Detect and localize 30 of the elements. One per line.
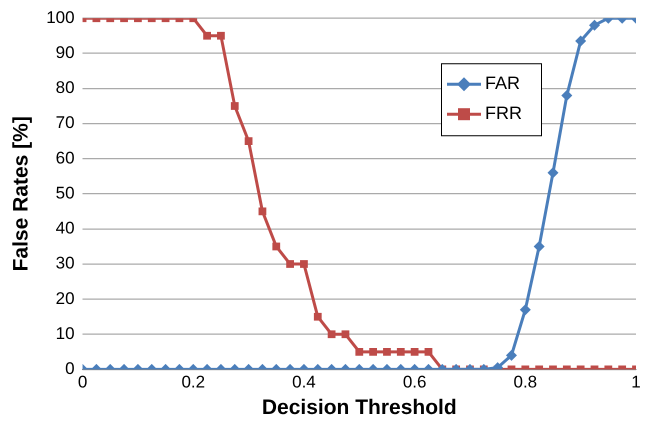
point (547, 167, 558, 178)
point (272, 242, 280, 250)
point (534, 240, 545, 252)
y-tick-label: 90 (56, 43, 75, 62)
y-tick-label: 100 (46, 8, 75, 27)
legend-label: FRR (485, 103, 522, 124)
x-tick-label: 0.6 (402, 372, 426, 392)
y-tick-label: 0 (65, 359, 75, 378)
point (561, 90, 572, 101)
x-tick-label: 0 (78, 372, 88, 392)
point (230, 102, 239, 110)
legend-label: FAR (485, 73, 520, 94)
point (244, 137, 252, 146)
y-tick-label: 60 (56, 148, 75, 168)
y-tick-label: 70 (56, 113, 75, 132)
y-tick-label: 50 (56, 183, 75, 202)
point (300, 260, 308, 268)
x-tick-label: 0.8 (513, 372, 538, 392)
y-tick-label: 10 (56, 324, 75, 343)
x-tick-label: 1 (631, 372, 641, 392)
y-tick-label: 30 (56, 254, 75, 273)
y-axis-title: False Rates [%] (9, 116, 32, 272)
x-tick-label: 0.4 (292, 372, 316, 392)
x-axis-title: Decision Threshold (262, 396, 457, 420)
x-tick-label: 0.2 (181, 372, 206, 392)
y-tick-label: 80 (56, 78, 75, 98)
point (286, 260, 294, 268)
point (258, 207, 266, 216)
y-tick-label: 20 (56, 288, 75, 308)
y-tick-label: 40 (56, 218, 75, 238)
